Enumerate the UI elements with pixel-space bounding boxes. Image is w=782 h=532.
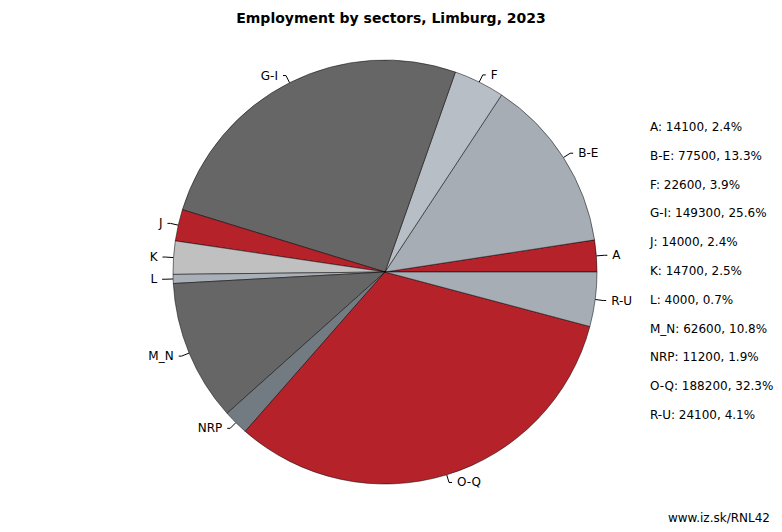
svg-text:B-E: 77500, 13.3%: B-E: 77500, 13.3% — [650, 149, 762, 163]
svg-text:NRP: NRP — [198, 421, 223, 435]
svg-text:M_N: M_N — [148, 349, 173, 363]
svg-text:G-I: G-I — [261, 69, 278, 83]
svg-text:K: K — [150, 250, 159, 264]
svg-text:Employment by sectors, Limburg: Employment by sectors, Limburg, 2023 — [236, 10, 546, 26]
svg-text:J: J — [158, 216, 163, 230]
svg-text:J: 14000, 2.4%: J: 14000, 2.4% — [649, 235, 738, 249]
svg-text:F: 22600, 3.9%: F: 22600, 3.9% — [650, 178, 740, 192]
svg-text:A: A — [612, 248, 621, 262]
svg-text:O-Q: 188200, 32.3%: O-Q: 188200, 32.3% — [650, 379, 773, 393]
svg-text:L: 4000, 0.7%: L: 4000, 0.7% — [650, 293, 733, 307]
svg-text:www.iz.sk/RNL42: www.iz.sk/RNL42 — [668, 511, 770, 525]
svg-text:A: 14100, 2.4%: A: 14100, 2.4% — [650, 120, 742, 134]
svg-text:O-Q: O-Q — [457, 475, 481, 489]
svg-text:K: 14700, 2.5%: K: 14700, 2.5% — [650, 264, 742, 278]
svg-text:M_N: 62600, 10.8%: M_N: 62600, 10.8% — [650, 322, 767, 336]
svg-text:F: F — [491, 68, 498, 82]
svg-text:G-I: 149300, 25.6%: G-I: 149300, 25.6% — [650, 206, 767, 220]
svg-text:R-U: 24100, 4.1%: R-U: 24100, 4.1% — [650, 408, 755, 422]
svg-text:NRP: 11200, 1.9%: NRP: 11200, 1.9% — [650, 350, 759, 364]
svg-text:R-U: R-U — [611, 294, 632, 308]
svg-text:B-E: B-E — [578, 146, 598, 160]
svg-text:L: L — [150, 272, 157, 286]
